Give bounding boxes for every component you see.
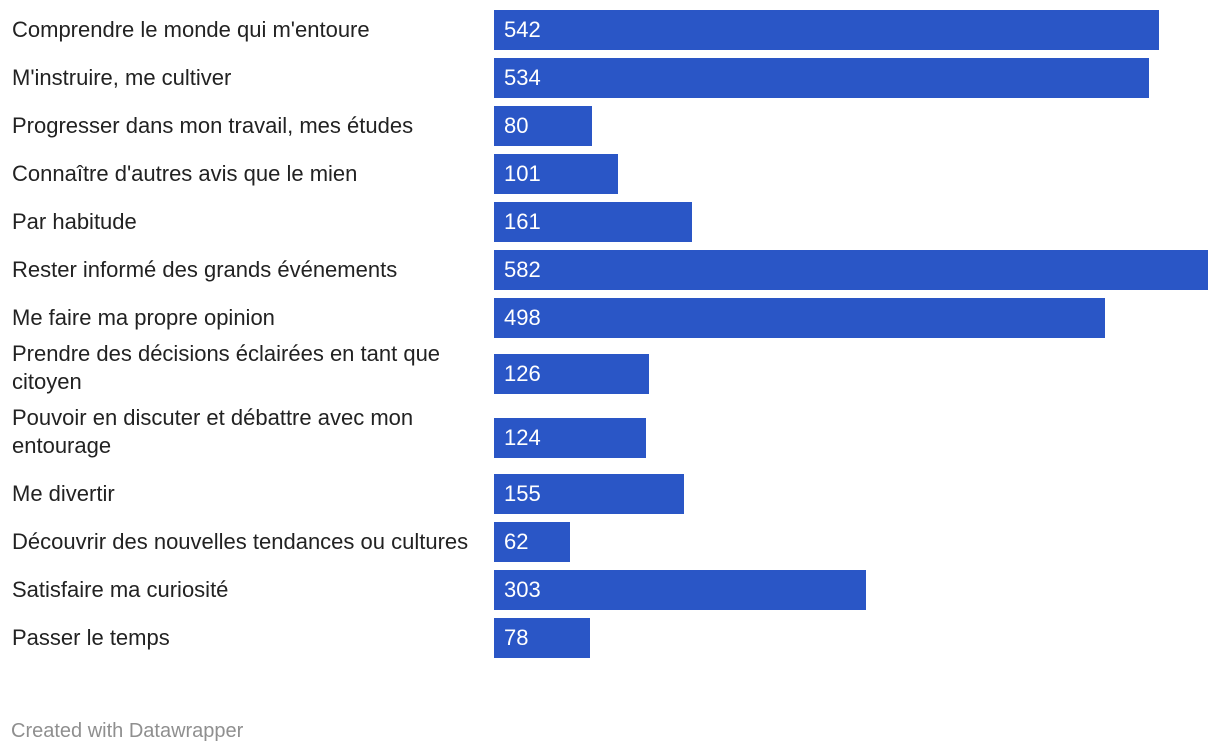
- value-label: 80: [504, 113, 529, 138]
- category-label: Connaître d'autres avis que le mien: [12, 161, 358, 186]
- bar: 161: [494, 202, 692, 242]
- bar: 155: [494, 474, 684, 514]
- bar: 534: [494, 58, 1149, 98]
- datawrapper-credit: Created with Datawrapper: [11, 720, 244, 742]
- bar: 101: [494, 154, 618, 194]
- category-label: Me divertir: [12, 481, 115, 506]
- chart-row: Satisfaire ma curiosité 303: [0, 570, 1220, 610]
- chart-row: Passer le temps 78: [0, 618, 1220, 658]
- value-label: 303: [504, 577, 541, 602]
- bar: 80: [494, 106, 592, 146]
- value-label: 498: [504, 305, 541, 330]
- category-label: Découvrir des nouvelles tendances ou cul…: [12, 529, 469, 554]
- category-label: M'instruire, me cultiver: [12, 65, 232, 90]
- bar: 582: [494, 250, 1208, 290]
- category-label: Me faire ma propre opinion: [12, 305, 275, 330]
- chart-row: Me faire ma propre opinion 498: [0, 298, 1220, 338]
- category-label: Pouvoir en discuter et débattre avec mon…: [12, 405, 414, 458]
- value-label: 155: [504, 481, 541, 506]
- value-label: 78: [504, 625, 529, 650]
- chart-row: Par habitude 161: [0, 202, 1220, 242]
- bar: 78: [494, 618, 590, 658]
- category-label: Passer le temps: [12, 625, 170, 650]
- chart-row: Prendre des décisions éclairées en tant …: [0, 341, 1220, 402]
- chart-row: M'instruire, me cultiver 534: [0, 58, 1220, 98]
- chart-row: Pouvoir en discuter et débattre avec mon…: [0, 405, 1220, 466]
- value-label: 582: [504, 257, 541, 282]
- chart-row: Progresser dans mon travail, mes études 8…: [0, 106, 1220, 146]
- category-label: Rester informé des grands événements: [12, 257, 398, 282]
- bar: 126: [494, 354, 649, 394]
- chart-row: Me divertir 155: [0, 474, 1220, 514]
- value-label: 542: [504, 17, 541, 42]
- value-label: 534: [504, 65, 541, 90]
- value-label: 124: [504, 425, 541, 450]
- bar-chart: Comprendre le monde qui m'entoure 542 M'in…: [0, 10, 1220, 658]
- value-label: 161: [504, 209, 541, 234]
- category-label: Comprendre le monde qui m'entoure: [12, 17, 370, 42]
- bar: 498: [494, 298, 1105, 338]
- chart-row: Comprendre le monde qui m'entoure 542: [0, 10, 1220, 50]
- chart-row: Connaître d'autres avis que le mien 101: [0, 154, 1220, 194]
- category-label: Par habitude: [12, 209, 137, 234]
- value-label: 62: [504, 529, 529, 554]
- value-label: 126: [504, 361, 541, 386]
- bar: 303: [494, 570, 866, 610]
- category-label: Satisfaire ma curiosité: [12, 577, 229, 602]
- value-label: 101: [504, 161, 541, 186]
- chart-row: Découvrir des nouvelles tendances ou cul…: [0, 522, 1220, 562]
- bar: 62: [494, 522, 570, 562]
- bar: 124: [494, 418, 646, 458]
- chart-row: Rester informé des grands événements 582: [0, 250, 1220, 290]
- bar: 542: [494, 10, 1159, 50]
- category-label: Progresser dans mon travail, mes études: [12, 113, 414, 138]
- category-label: Prendre des décisions éclairées en tant …: [12, 341, 441, 394]
